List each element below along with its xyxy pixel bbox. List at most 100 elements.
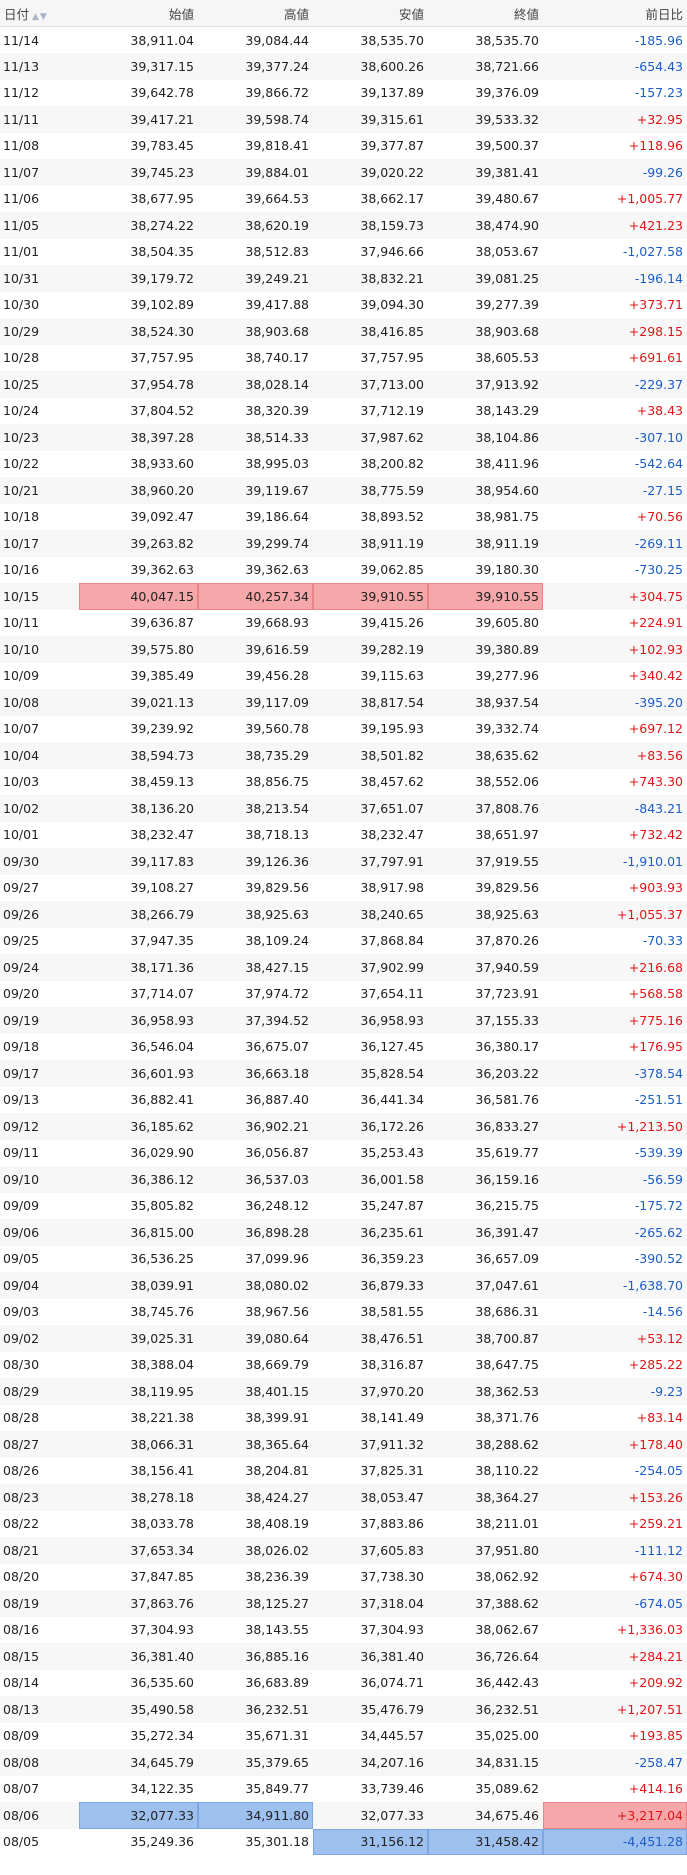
cell-low: 38,911.19 [313, 530, 428, 557]
cell-open: 35,805.82 [130, 1198, 194, 1214]
cell-change: +1,336.03 [616, 1622, 683, 1638]
cell-high: 39,664.53 [245, 191, 309, 207]
cell-open: 38,594.73 [79, 742, 198, 769]
table-row: 08/19 37,863.76 38,125.27 37,318.04 37,388.6… [0, 1590, 687, 1617]
cell-change: +83.14 [636, 1410, 683, 1426]
cell-close: 37,723.91 [475, 986, 539, 1002]
cell-high: 38,236.39 [245, 1569, 309, 1585]
cell-high: 38,213.54 [198, 795, 313, 822]
cell-close: 37,919.55 [428, 848, 543, 875]
cell-low: 33,739.46 [360, 1781, 424, 1797]
cell-date: 08/20 [3, 1569, 40, 1585]
cell-date: 09/17 [0, 1060, 79, 1087]
table-row: 10/25 37,954.78 38,028.14 37,713.00 37,913.9… [0, 371, 687, 398]
table-row: 10/16 39,362.63 39,362.63 39,062.85 39,180.3… [0, 557, 687, 584]
cell-change: -843.21 [543, 795, 687, 822]
cell-high: 35,849.77 [245, 1781, 309, 1797]
cell-high: 38,080.02 [198, 1272, 313, 1299]
table-row: 10/29 38,524.30 38,903.68 38,416.85 38,903.6… [0, 318, 687, 345]
sort-arrows-icon[interactable]: ▲▼ [32, 11, 48, 22]
cell-change: +743.30 [628, 774, 683, 790]
cell-high: 39,362.63 [245, 562, 309, 578]
table-row: 09/17 36,601.93 36,663.18 35,828.54 36,203.2… [0, 1060, 687, 1087]
cell-date: 10/28 [3, 350, 40, 366]
cell-change: -1,910.01 [543, 848, 687, 875]
cell-open: 37,947.35 [130, 933, 194, 949]
cell-low: 39,315.61 [313, 106, 428, 133]
cell-open: 38,960.20 [79, 477, 198, 504]
table-row: 09/03 38,745.76 38,967.56 38,581.55 38,686.3… [0, 1299, 687, 1326]
column-header-high[interactable]: 高値 [198, 0, 313, 27]
cell-open: 36,958.93 [79, 1007, 198, 1034]
cell-close: 37,951.80 [428, 1537, 543, 1564]
cell-date: 08/13 [0, 1696, 79, 1723]
cell-date: 08/29 [0, 1378, 79, 1405]
cell-change: -307.10 [543, 424, 687, 451]
cell-date: 08/28 [3, 1410, 40, 1426]
cell-close: 36,159.16 [428, 1166, 543, 1193]
table-row: 11/12 39,642.78 39,866.72 39,137.89 39,376.0… [0, 80, 687, 107]
cell-high: 39,417.88 [245, 297, 309, 313]
table-row: 08/08 34,645.79 35,379.65 34,207.16 34,831.1… [0, 1749, 687, 1776]
cell-date: 10/10 [0, 636, 79, 663]
cell-high: 38,740.17 [245, 350, 309, 366]
cell-date: 08/19 [0, 1590, 79, 1617]
cell-change: +38.43 [636, 403, 683, 419]
cell-open: 38,232.47 [130, 827, 194, 843]
cell-open: 37,954.78 [79, 371, 198, 398]
cell-close: 39,277.39 [475, 297, 539, 313]
cell-low: 39,115.63 [360, 668, 424, 684]
cell-high: 39,866.72 [245, 85, 309, 101]
cell-change: +298.15 [543, 318, 687, 345]
column-header-low[interactable]: 安値 [313, 0, 428, 27]
cell-open: 39,092.47 [130, 509, 194, 525]
table-row: 10/18 39,092.47 39,186.64 38,893.52 38,981.7… [0, 504, 687, 531]
cell-low: 38,053.47 [313, 1484, 428, 1511]
column-header-open[interactable]: 始値 [79, 0, 198, 27]
cell-low: 36,172.26 [313, 1113, 428, 1140]
cell-high: 38,427.15 [198, 954, 313, 981]
cell-close: 37,155.33 [428, 1007, 543, 1034]
cell-change: -654.43 [543, 53, 687, 80]
cell-close: 39,081.25 [428, 265, 543, 292]
column-header-date[interactable]: 日付 ▲▼ [0, 0, 79, 27]
cell-date: 10/22 [3, 456, 40, 472]
cell-date: 10/07 [3, 721, 40, 737]
cell-open: 37,304.93 [130, 1622, 194, 1638]
table-row: 09/06 36,815.00 36,898.28 36,235.61 36,391.4… [0, 1219, 687, 1246]
cell-change: +903.93 [628, 880, 683, 896]
cell-close: 38,700.87 [428, 1325, 543, 1352]
cell-close: 38,981.75 [475, 509, 539, 525]
cell-open: 40,047.15 [79, 583, 198, 610]
cell-open: 36,815.00 [79, 1219, 198, 1246]
cell-low: 38,457.62 [360, 774, 424, 790]
column-header-close[interactable]: 終値 [428, 0, 543, 27]
cell-close: 38,371.76 [475, 1410, 539, 1426]
table-row: 08/14 36,535.60 36,683.89 36,074.71 36,442.4… [0, 1670, 687, 1697]
cell-change: -1,027.58 [622, 244, 683, 260]
cell-change: +53.12 [543, 1325, 687, 1352]
table-row: 09/20 37,714.07 37,974.72 37,654.11 37,723.9… [0, 981, 687, 1008]
cell-date: 10/17 [0, 530, 79, 557]
cell-close: 38,903.68 [428, 318, 543, 345]
cell-high: 38,204.81 [245, 1463, 309, 1479]
cell-date: 10/01 [3, 827, 40, 843]
table-row: 09/19 36,958.93 37,394.52 36,958.93 37,155.3… [0, 1007, 687, 1034]
cell-change: +340.42 [628, 668, 683, 684]
cell-close: 38,605.53 [475, 350, 539, 366]
cell-change: +732.42 [628, 827, 683, 843]
column-header-change[interactable]: 前日比 [543, 0, 687, 27]
cell-close: 36,442.43 [475, 1675, 539, 1691]
cell-open: 38,388.04 [130, 1357, 194, 1373]
cell-change: +285.22 [628, 1357, 683, 1373]
cell-change: +259.21 [628, 1516, 683, 1532]
table-row: 10/28 37,757.95 38,740.17 37,757.95 38,605.5… [0, 345, 687, 372]
cell-low: 32,077.33 [313, 1802, 428, 1829]
cell-high: 35,301.18 [245, 1834, 309, 1850]
cell-change: +697.12 [628, 721, 683, 737]
table-row: 11/07 39,745.23 39,884.01 39,020.22 39,381.4… [0, 159, 687, 186]
table-row: 09/12 36,185.62 36,902.21 36,172.26 36,833.2… [0, 1113, 687, 1140]
cell-change: -269.11 [543, 530, 687, 557]
cell-high: 36,248.12 [245, 1198, 309, 1214]
cell-high: 38,967.56 [245, 1304, 309, 1320]
